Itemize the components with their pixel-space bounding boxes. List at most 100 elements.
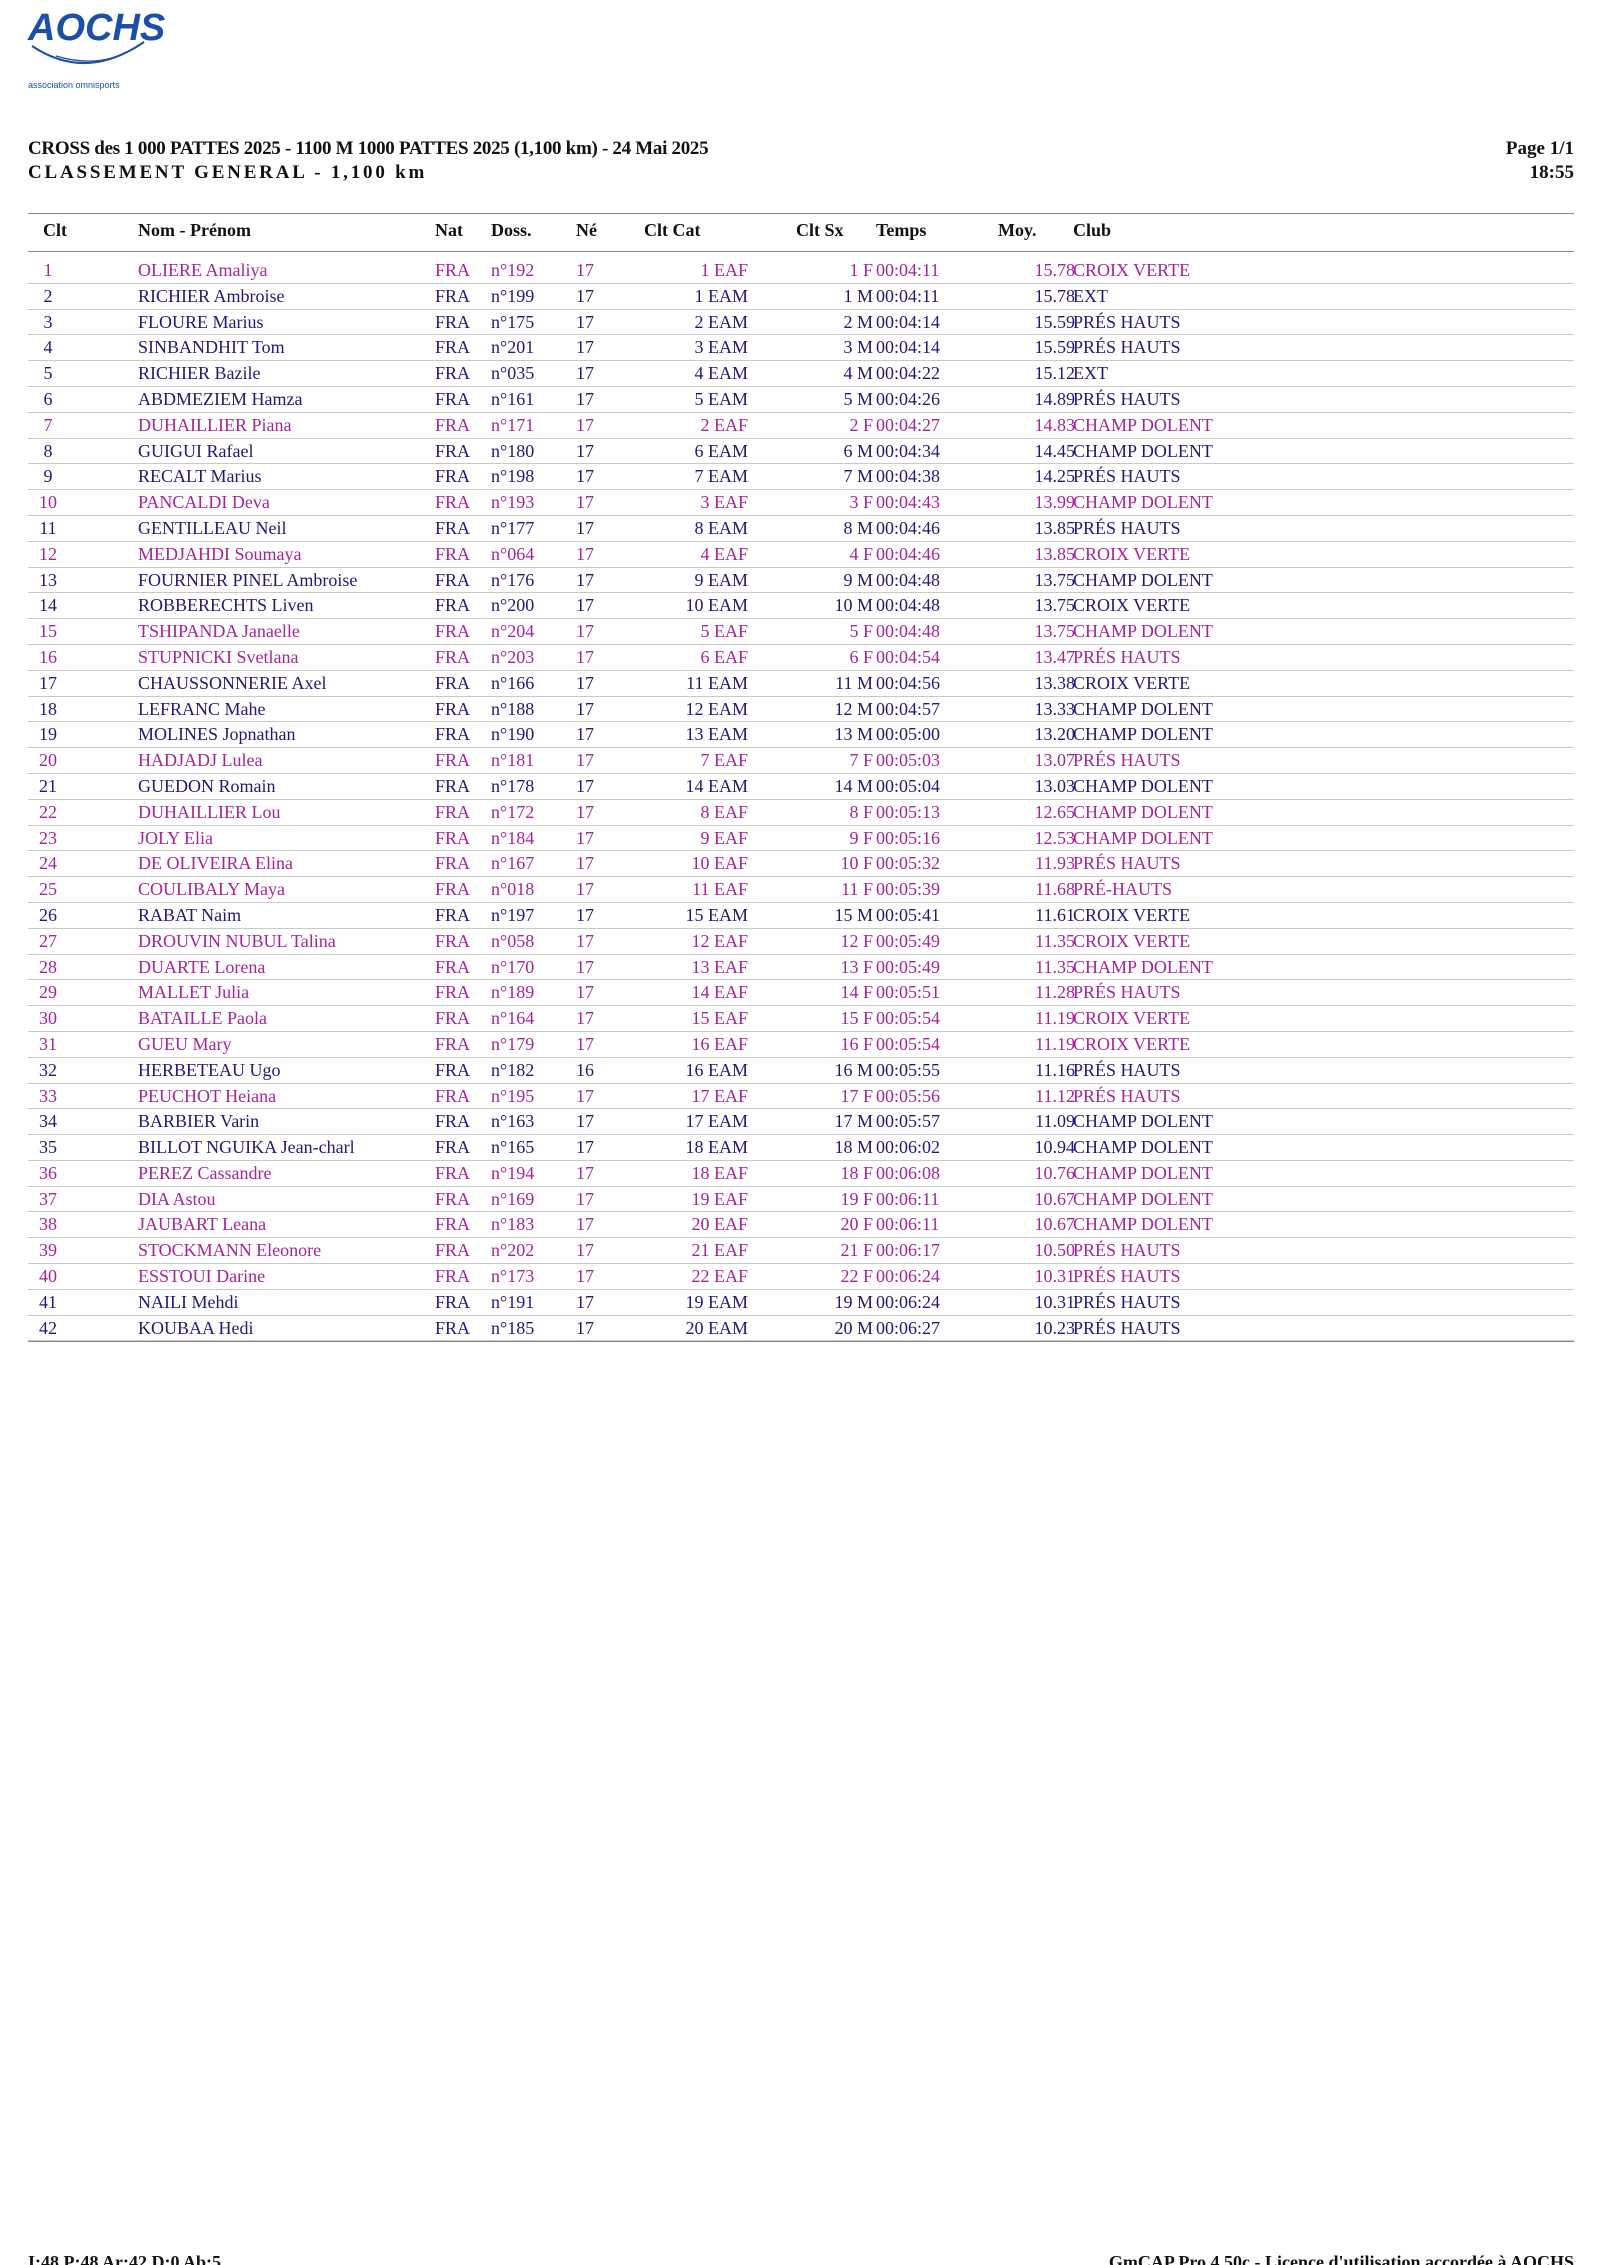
cell-club: CROIX VERTE bbox=[1073, 260, 1191, 280]
aochs-logo: AOCHS association omnisports bbox=[26, 2, 166, 94]
cell-sx: 5 F bbox=[849, 621, 873, 642]
cell-sx: 4 M bbox=[843, 363, 873, 384]
cell-clt: 37 bbox=[39, 1188, 57, 1209]
cell-sx: 22 F bbox=[840, 1266, 873, 1287]
cell-clt: 14 bbox=[39, 595, 57, 616]
cell-name: PANCALDI Deva bbox=[138, 492, 270, 513]
cell-cat: 9 EAM bbox=[694, 569, 749, 590]
table-row: 6 ABDMEZIEM Hamza FRA n°161 17 5 EAM 5 M 00:04:… bbox=[28, 387, 1574, 413]
cell-ne: 17 bbox=[576, 1240, 594, 1261]
cell-sx: 12 F bbox=[840, 930, 873, 951]
cell-name: PEUCHOT Heiana bbox=[138, 1085, 277, 1106]
cell-clt: 1 bbox=[43, 260, 53, 280]
cell-ne: 17 bbox=[576, 1291, 594, 1312]
cell-club: CROIX VERTE bbox=[1073, 672, 1191, 693]
table-row: 1 OLIERE Amaliya FRA n°192 17 1 EAF 1 F 00:04:1… bbox=[28, 258, 1574, 284]
cell-time: 00:05:54 bbox=[876, 1033, 941, 1054]
cell-clt: 31 bbox=[39, 1033, 57, 1054]
cell-time: 00:04:43 bbox=[876, 492, 941, 513]
table-row: 31 GUEU Mary FRA n°179 17 16 EAF 16 F 00:05:54 1… bbox=[28, 1032, 1574, 1058]
cell-cat: 7 EAF bbox=[700, 750, 748, 771]
cell-time: 00:05:49 bbox=[876, 930, 941, 951]
cell-doss: n°058 bbox=[491, 930, 535, 951]
cell-name: NAILI Mehdi bbox=[138, 1291, 239, 1312]
col-nat: Nat bbox=[435, 220, 463, 240]
cell-club: CROIX VERTE bbox=[1073, 543, 1191, 564]
cell-sx: 14 M bbox=[834, 775, 873, 796]
cell-doss: n°161 bbox=[491, 388, 535, 409]
table-row: 20 HADJADJ Lulea FRA n°181 17 7 EAF 7 F 00:05:0… bbox=[28, 748, 1574, 774]
cell-time: 00:05:32 bbox=[876, 853, 941, 874]
cell-moy: 15.78 bbox=[1034, 260, 1076, 280]
cell-clt: 2 bbox=[43, 285, 53, 306]
cell-name: FOURNIER PINEL Ambroise bbox=[138, 569, 358, 590]
cell-nat: FRA bbox=[435, 827, 471, 848]
cell-ne: 17 bbox=[576, 363, 594, 384]
cell-doss: n°176 bbox=[491, 569, 535, 590]
cell-club: EXT bbox=[1073, 363, 1108, 384]
cell-clt: 26 bbox=[39, 904, 57, 925]
cell-name: HERBETEAU Ugo bbox=[138, 1059, 281, 1080]
cell-sx: 8 M bbox=[843, 517, 873, 538]
cell-time: 00:04:57 bbox=[876, 698, 941, 719]
cell-name: MALLET Julia bbox=[138, 982, 250, 1003]
cell-doss: n°197 bbox=[491, 904, 535, 925]
cell-ne: 17 bbox=[576, 724, 594, 745]
cell-moy: 11.28 bbox=[1035, 982, 1075, 1003]
cell-moy: 13.03 bbox=[1034, 775, 1076, 796]
cell-nat: FRA bbox=[435, 904, 471, 925]
col-cat: Clt Cat bbox=[644, 220, 701, 240]
cell-time: 00:05:41 bbox=[876, 904, 941, 925]
cell-nat: FRA bbox=[435, 698, 471, 719]
cell-club: PRÉS HAUTS bbox=[1073, 517, 1181, 538]
cell-club: PRÉS HAUTS bbox=[1073, 388, 1181, 409]
cell-moy: 11.35 bbox=[1035, 930, 1075, 951]
cell-sx: 11 F bbox=[841, 879, 873, 900]
cell-clt: 15 bbox=[39, 621, 57, 642]
cell-clt: 36 bbox=[39, 1162, 57, 1183]
cell-nat: FRA bbox=[435, 775, 471, 796]
cell-ne: 17 bbox=[576, 904, 594, 925]
cell-moy: 13.75 bbox=[1034, 621, 1076, 642]
cell-time: 00:06:11 bbox=[876, 1214, 940, 1235]
cell-doss: n°184 bbox=[491, 827, 535, 848]
table-row: 42 KOUBAA Hedi FRA n°185 17 20 EAM 20 M 00:06:2… bbox=[28, 1316, 1574, 1342]
cell-doss: n°203 bbox=[491, 646, 535, 667]
cell-time: 00:04:56 bbox=[876, 672, 941, 693]
table-row: 8 GUIGUI Rafael FRA n°180 17 6 EAM 6 M 00:04:34… bbox=[28, 439, 1574, 465]
cell-doss: n°035 bbox=[491, 363, 535, 384]
cell-clt: 4 bbox=[43, 337, 53, 358]
page-info: Page 1/1 18:55 bbox=[1506, 137, 1574, 185]
ranking-subtitle: CLASSEMENT GENERAL - 1,100 km bbox=[28, 162, 428, 183]
col-time: Temps bbox=[876, 220, 927, 240]
cell-sx: 3 M bbox=[843, 337, 873, 358]
cell-nat: FRA bbox=[435, 363, 471, 384]
cell-clt: 42 bbox=[39, 1317, 57, 1338]
cell-moy: 11.19 bbox=[1035, 1008, 1075, 1029]
cell-name: KOUBAA Hedi bbox=[138, 1317, 254, 1338]
cell-name: RICHIER Bazile bbox=[138, 363, 261, 384]
cell-time: 00:06:17 bbox=[876, 1240, 941, 1261]
cell-time: 00:05:56 bbox=[876, 1085, 941, 1106]
cell-clt: 12 bbox=[39, 543, 57, 564]
table-row: 29 MALLET Julia FRA n°189 17 14 EAF 14 F 00:05:… bbox=[28, 980, 1574, 1007]
cell-cat: 21 EAF bbox=[691, 1240, 748, 1261]
cell-nat: FRA bbox=[435, 388, 471, 409]
table-row: 41 NAILI Mehdi FRA n°191 17 19 EAM 19 M 00:06:2… bbox=[28, 1290, 1574, 1316]
table-row: 30 BATAILLE Paola FRA n°164 17 15 EAF 15 F 00:0… bbox=[28, 1006, 1574, 1032]
cell-clt: 28 bbox=[39, 956, 57, 977]
cell-doss: n°198 bbox=[491, 466, 535, 487]
cell-time: 00:05:54 bbox=[876, 1008, 941, 1029]
cell-ne: 17 bbox=[576, 337, 594, 358]
table-row: 38 JAUBART Leana FRA n°183 17 20 EAF 20 F 00:06… bbox=[28, 1212, 1574, 1239]
cell-time: 00:04:46 bbox=[876, 543, 941, 564]
cell-nat: FRA bbox=[435, 414, 471, 435]
cell-time: 00:04:48 bbox=[876, 569, 941, 590]
cell-nat: FRA bbox=[435, 1291, 471, 1312]
table-row: 16 STUPNICKI Svetlana FRA n°203 17 6 EAF 6 F 00… bbox=[28, 645, 1574, 671]
cell-ne: 17 bbox=[576, 698, 594, 719]
cell-cat: 12 EAM bbox=[685, 698, 749, 719]
cell-ne: 17 bbox=[576, 285, 594, 306]
cell-sx: 8 F bbox=[849, 801, 873, 822]
cell-time: 00:06:11 bbox=[876, 1188, 940, 1209]
